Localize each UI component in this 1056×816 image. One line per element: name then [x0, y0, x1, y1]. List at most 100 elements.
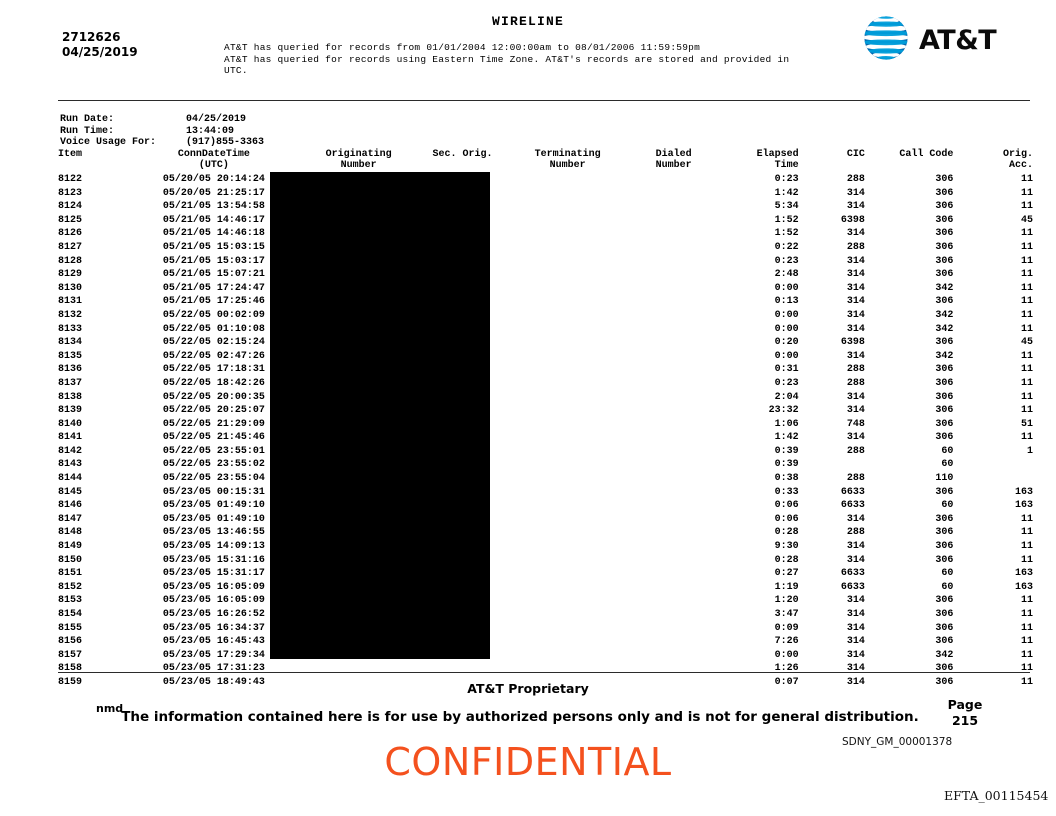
cell-callcode: 60	[941, 500, 954, 512]
voice-usage-value: (917)855-3363	[186, 137, 265, 148]
cell-conn: 05/21/05 14:46:18	[162, 228, 265, 240]
cell-callcode: 306	[935, 527, 954, 539]
cell-cic: 314	[846, 432, 865, 444]
cell-dialed	[626, 200, 721, 214]
table-row: 8142 05/22/05 23:55:01 0:39 288 60 1	[58, 445, 1033, 459]
cell-term	[509, 540, 626, 554]
cell-conn: 05/21/05 17:25:46	[162, 296, 265, 308]
table-row: 8132 05/22/05 00:02:09 0:00 314 342 11	[58, 309, 1033, 323]
cell-term	[509, 173, 626, 187]
cell-conn: 05/22/05 00:02:09	[162, 309, 265, 321]
cell-elapsed: 0:23	[774, 377, 799, 389]
cell-item: 8149	[58, 541, 83, 553]
cell-item: 8152	[58, 581, 83, 593]
table-row: 8154 05/23/05 16:26:52 3:47 314 306 11	[58, 608, 1033, 622]
cell-elapsed: 1:19	[774, 581, 799, 593]
cell-origacc: 11	[1020, 513, 1033, 525]
cell-elapsed: 1:42	[774, 432, 799, 444]
cell-dialed	[626, 295, 721, 309]
cell-dialed	[626, 418, 721, 432]
cell-dialed	[626, 567, 721, 581]
cell-elapsed: 2:04	[774, 391, 799, 403]
cell-term	[509, 404, 626, 418]
cell-cic: 288	[846, 364, 865, 376]
cell-origacc: 11	[1020, 187, 1033, 199]
cell-elapsed: 0:38	[774, 473, 799, 485]
cell-callcode: 306	[935, 174, 954, 185]
cell-callcode: 306	[935, 255, 954, 267]
cell-cic: 288	[846, 527, 865, 539]
cell-callcode: 306	[935, 201, 954, 213]
cell-elapsed: 0:39	[774, 445, 799, 457]
cell-dialed	[626, 581, 721, 595]
cell-origacc: 51	[1020, 418, 1033, 430]
cell-dialed	[626, 622, 721, 636]
cell-dialed	[626, 350, 721, 364]
cell-origacc: 11	[1020, 296, 1033, 308]
cell-dialed	[626, 173, 721, 187]
cell-cic: 314	[846, 622, 865, 634]
cell-origacc: 11	[1020, 282, 1033, 294]
cell-cic: 6633	[840, 500, 865, 512]
cell-cic: 314	[846, 269, 865, 281]
cell-dialed	[626, 404, 721, 418]
cell-term	[509, 295, 626, 309]
proprietary-notice: AT&T Proprietary	[467, 681, 589, 696]
cell-origacc: 11	[1020, 432, 1033, 444]
cell-origacc: 11	[1020, 391, 1033, 403]
cell-conn: 05/21/05 14:46:17	[162, 214, 265, 226]
cell-term	[509, 309, 626, 323]
cell-item: 8155	[58, 622, 83, 634]
cell-origacc: 11	[1020, 527, 1033, 539]
cell-item: 8144	[58, 473, 83, 485]
redaction-block	[270, 172, 490, 659]
page-number: 215	[951, 713, 979, 728]
cell-dialed	[626, 472, 721, 486]
cell-origacc: 11	[1020, 201, 1033, 213]
cell-term	[509, 581, 626, 595]
table-row: 8123 05/20/05 21:25:17 1:42 314 306 11	[58, 187, 1033, 201]
cell-origacc: 11	[1020, 323, 1033, 335]
query-line-1: AT&T has queried for records from 01/01/…	[224, 42, 701, 53]
cell-elapsed: 0:00	[774, 282, 799, 294]
cell-term	[509, 458, 626, 472]
cell-callcode: 306	[935, 405, 954, 417]
cell-dialed	[626, 662, 721, 676]
cell-origacc: 11	[1020, 241, 1033, 253]
query-line-2: AT&T has queried for records using Easte…	[224, 53, 790, 65]
cell-elapsed: 1:26	[774, 663, 799, 675]
cell-cic: 314	[846, 350, 865, 362]
cell-dialed	[626, 241, 721, 255]
cell-item: 8127	[58, 241, 83, 253]
cell-item: 8146	[58, 500, 83, 512]
cell-item: 8129	[58, 269, 83, 281]
query-description: AT&T has queried for records from 01/01/…	[224, 42, 844, 77]
cell-conn: 05/23/05 16:05:09	[162, 581, 265, 593]
run-date-value: 04/25/2019	[186, 114, 247, 125]
cell-term	[509, 363, 626, 377]
cell-conn: 05/23/05 15:31:16	[162, 554, 265, 566]
cell-callcode: 306	[935, 269, 954, 281]
cell-callcode: 306	[935, 486, 954, 498]
cell-term	[509, 323, 626, 337]
cell-elapsed: 23:32	[768, 405, 799, 417]
cell-origacc: 11	[1020, 309, 1033, 321]
cell-conn: 05/22/05 18:42:26	[162, 377, 265, 389]
cell-cic: 288	[846, 174, 865, 185]
column-header-conndatetime: ConnDateTime (UTC)	[177, 149, 250, 171]
cell-term	[509, 336, 626, 350]
cell-conn: 05/22/05 23:55:04	[162, 473, 265, 485]
cell-callcode: 306	[935, 241, 954, 253]
cell-origacc: 11	[1020, 377, 1033, 389]
cell-callcode: 306	[935, 432, 954, 444]
cell-elapsed: 0:20	[774, 337, 799, 349]
column-header-cic: CIC	[846, 149, 865, 160]
cell-cic: 748	[846, 418, 865, 430]
table-row: 8129 05/21/05 15:07:21 2:48 314 306 11	[58, 268, 1033, 282]
table-row: 8135 05/22/05 02:47:26 0:00 314 342 11	[58, 350, 1033, 364]
table-row: 8144 05/22/05 23:55:04 0:38 288 110	[58, 472, 1033, 486]
run-info-row: Run Time: 13:44:09	[60, 126, 264, 138]
cell-cic	[799, 458, 865, 472]
cell-conn: 05/23/05 00:15:31	[162, 486, 265, 498]
